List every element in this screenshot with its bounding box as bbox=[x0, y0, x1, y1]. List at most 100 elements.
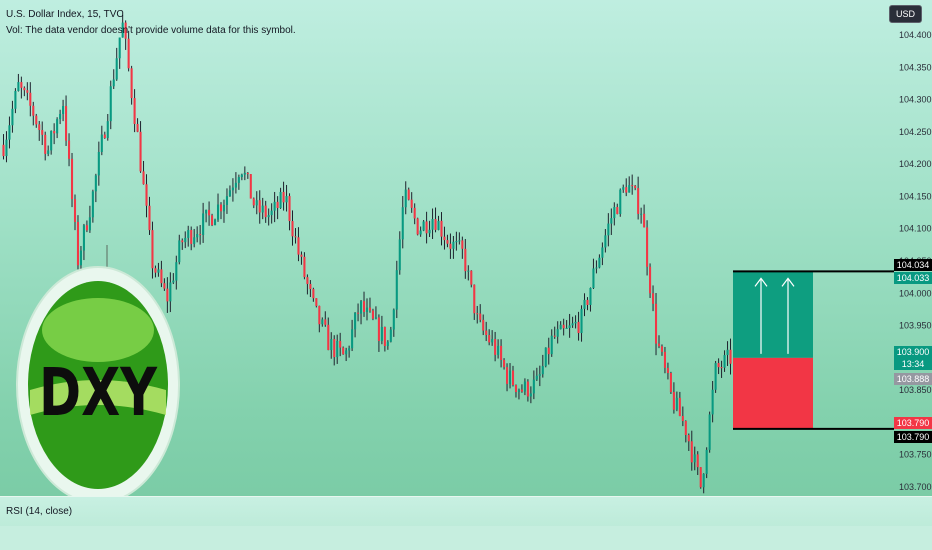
candle-body bbox=[115, 58, 118, 80]
candle-body bbox=[532, 379, 535, 394]
candle-body bbox=[395, 270, 398, 310]
candle-body bbox=[91, 191, 94, 218]
candle-body bbox=[711, 389, 714, 415]
candle-body bbox=[309, 283, 312, 290]
candle-body bbox=[628, 185, 631, 193]
candle-body bbox=[660, 346, 664, 352]
candle-body bbox=[32, 105, 35, 116]
candle-body bbox=[693, 454, 696, 463]
candle-body bbox=[234, 182, 237, 188]
rsi-pane[interactable]: RSI (14, close) bbox=[0, 496, 932, 527]
candle-body bbox=[699, 467, 702, 488]
candle-body bbox=[193, 237, 196, 244]
candle-body bbox=[267, 215, 270, 218]
candle-body bbox=[488, 335, 491, 343]
candle-body bbox=[461, 240, 464, 249]
price-tick-label: 103.950 bbox=[899, 321, 932, 331]
candle-body bbox=[112, 79, 115, 87]
candle-body bbox=[595, 267, 598, 269]
candle-body bbox=[222, 204, 226, 212]
candle-body bbox=[514, 385, 518, 393]
candle-body bbox=[419, 230, 422, 235]
candle-body bbox=[103, 134, 106, 138]
candle-body bbox=[690, 441, 693, 463]
candle-body bbox=[318, 305, 321, 325]
candle-body bbox=[190, 229, 193, 244]
candle-body bbox=[538, 374, 541, 376]
candle-body bbox=[619, 189, 622, 215]
candle-body bbox=[270, 210, 273, 216]
candle-body bbox=[368, 307, 372, 311]
candle-body bbox=[681, 416, 684, 422]
candle-body bbox=[404, 189, 407, 208]
candle-body bbox=[2, 144, 5, 157]
candle-body bbox=[607, 223, 610, 236]
price-tick-label: 104.150 bbox=[899, 191, 932, 201]
candle-body bbox=[544, 347, 547, 367]
candle-body bbox=[637, 188, 640, 214]
candle-body bbox=[380, 326, 383, 342]
candle-body bbox=[8, 125, 11, 140]
candle-body bbox=[44, 134, 47, 154]
candle-body bbox=[142, 171, 145, 185]
candle-body bbox=[392, 309, 395, 330]
candle-body bbox=[654, 303, 658, 344]
candle-body bbox=[50, 130, 53, 151]
candle-body bbox=[503, 360, 506, 368]
candle-body bbox=[339, 341, 342, 348]
candle-body bbox=[208, 209, 211, 216]
candle-body bbox=[398, 239, 401, 271]
candle-body bbox=[383, 326, 386, 347]
candle-body bbox=[67, 140, 71, 159]
candle-body bbox=[729, 349, 732, 364]
candle-body bbox=[669, 373, 672, 393]
candle-body bbox=[371, 310, 375, 319]
price-tick-label: 103.700 bbox=[899, 482, 932, 492]
candle-body bbox=[717, 363, 720, 368]
candle-body bbox=[29, 92, 32, 106]
candle-body bbox=[213, 219, 217, 226]
candle-body bbox=[616, 207, 619, 215]
time-axis[interactable] bbox=[0, 526, 932, 550]
candle-body bbox=[568, 325, 571, 328]
candle-body bbox=[458, 240, 461, 242]
candle-body bbox=[291, 221, 294, 237]
candle-body bbox=[184, 237, 187, 243]
candle-body bbox=[23, 87, 26, 91]
currency-button[interactable]: USD bbox=[888, 5, 922, 23]
candle-body bbox=[476, 313, 479, 315]
candle-body bbox=[601, 247, 604, 258]
candle-body bbox=[485, 330, 488, 336]
candle-body bbox=[178, 240, 181, 263]
candle-body bbox=[651, 293, 655, 304]
candle-body bbox=[327, 324, 330, 351]
candle-body bbox=[276, 201, 279, 208]
candle-body bbox=[172, 280, 175, 283]
candle-body bbox=[583, 299, 586, 309]
candle-body bbox=[696, 454, 699, 468]
candle-body bbox=[365, 307, 369, 312]
candle-body bbox=[610, 218, 613, 224]
candle-body bbox=[672, 392, 675, 410]
candle-body bbox=[520, 389, 523, 392]
candle-body bbox=[577, 321, 580, 334]
candle-body bbox=[85, 225, 88, 231]
candle-body bbox=[118, 37, 121, 59]
candle-body bbox=[11, 108, 14, 126]
candle-body bbox=[428, 229, 431, 234]
candle-body bbox=[237, 177, 240, 183]
candle-body bbox=[589, 288, 592, 305]
candle-body bbox=[434, 219, 437, 230]
candle-body bbox=[56, 119, 59, 134]
candle-body bbox=[285, 196, 288, 203]
candle-body bbox=[315, 298, 318, 306]
candle-body bbox=[359, 301, 363, 314]
symbol-title[interactable]: U.S. Dollar Index, 15, TVC bbox=[6, 9, 124, 20]
candle-body bbox=[491, 339, 494, 343]
candle-body bbox=[279, 191, 282, 208]
price-tick-label: 104.250 bbox=[899, 127, 932, 137]
candle-body bbox=[151, 230, 154, 269]
stop-loss-badge: 103.790 bbox=[894, 430, 932, 443]
